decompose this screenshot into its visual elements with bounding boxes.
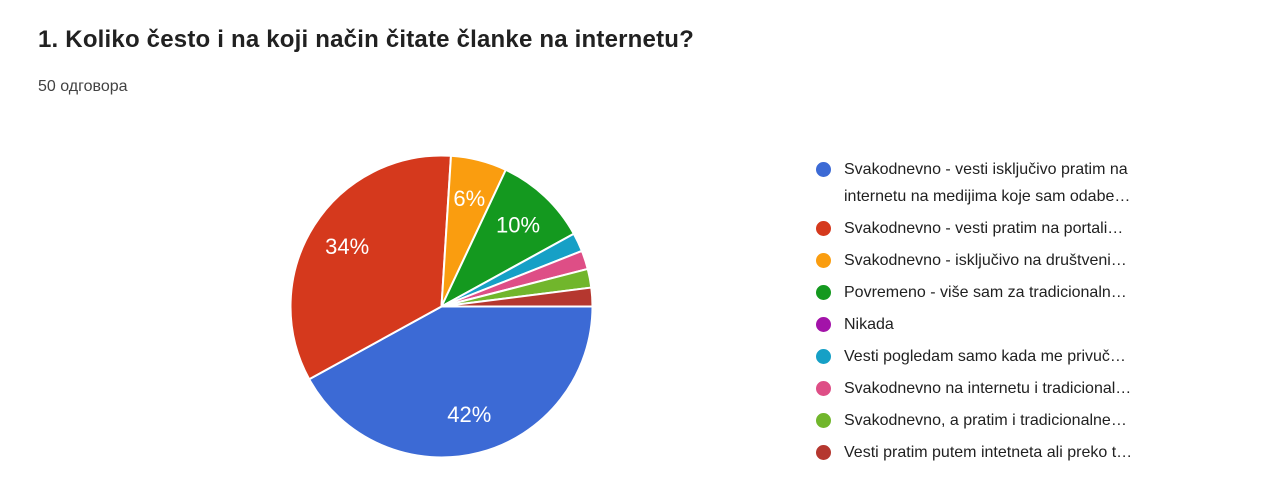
pie-slice-label: 6% <box>453 186 485 211</box>
pie-slice[interactable] <box>440 168 575 308</box>
legend-item: Svakodnevno - isključivo na društveni… <box>816 247 1132 274</box>
pie-slice-label: 34% <box>325 234 369 259</box>
legend-item: Svakodnevno - vesti pratim na portali… <box>816 215 1132 242</box>
legend-item-label: Svakodnevno - vesti isključivo pratim na… <box>844 161 1131 205</box>
legend-color-dot <box>816 381 831 396</box>
legend-color-dot <box>816 162 831 177</box>
chart-legend: Svakodnevno - vesti isključivo pratim na… <box>816 156 1132 466</box>
legend-item-label: Vesti pratim putem intetneta ali preko t… <box>844 444 1133 461</box>
legend-item-label: Svakodnevno - vesti pratim na portali… <box>844 220 1124 237</box>
legend-item-label: Svakodnevno na internetu i tradicional… <box>844 380 1132 397</box>
legend-item-label: Vesti pogledam samo kada me privuč… <box>844 348 1126 365</box>
pie-slice[interactable] <box>440 286 594 308</box>
legend-color-dot <box>816 413 831 428</box>
legend-item: Nikada <box>816 311 1132 338</box>
legend-color-dot <box>816 445 831 460</box>
legend-item: Svakodnevno, a pratim i tradicionalne… <box>816 407 1132 434</box>
legend-item: Svakodnevno - vesti isključivo pratim na… <box>816 156 1132 210</box>
legend-item: Povremeno - više sam za tradicionaln… <box>816 279 1132 306</box>
question-title: 1. Koliko često i na koji način čitate č… <box>38 26 694 53</box>
legend-item-label: Nikada <box>844 316 894 333</box>
legend-item: Svakodnevno na internetu i tradicional… <box>816 375 1132 402</box>
pie-slice-label: 10% <box>496 213 540 238</box>
legend-item: Vesti pratim putem intetneta ali preko t… <box>816 439 1132 466</box>
pie-chart: 42% 34% 6% 10% <box>289 154 594 459</box>
pie-slice[interactable] <box>289 154 452 381</box>
legend-color-dot <box>816 285 831 300</box>
legend-color-dot <box>816 221 831 236</box>
legend-item-label: Svakodnevno - isključivo na društveni… <box>844 252 1127 269</box>
legend-color-dot <box>816 317 831 332</box>
legend-color-dot <box>816 253 831 268</box>
legend-item-label: Povremeno - više sam za tradicionaln… <box>844 284 1127 301</box>
legend-item: Vesti pogledam samo kada me privuč… <box>816 343 1132 370</box>
legend-color-dot <box>816 349 831 364</box>
pie-slice[interactable] <box>308 305 594 459</box>
pie-slice-label: 42% <box>447 402 491 427</box>
legend-item-label: Svakodnevno, a pratim i tradicionalne… <box>844 412 1127 429</box>
responses-count: 50 одговора <box>38 78 128 95</box>
